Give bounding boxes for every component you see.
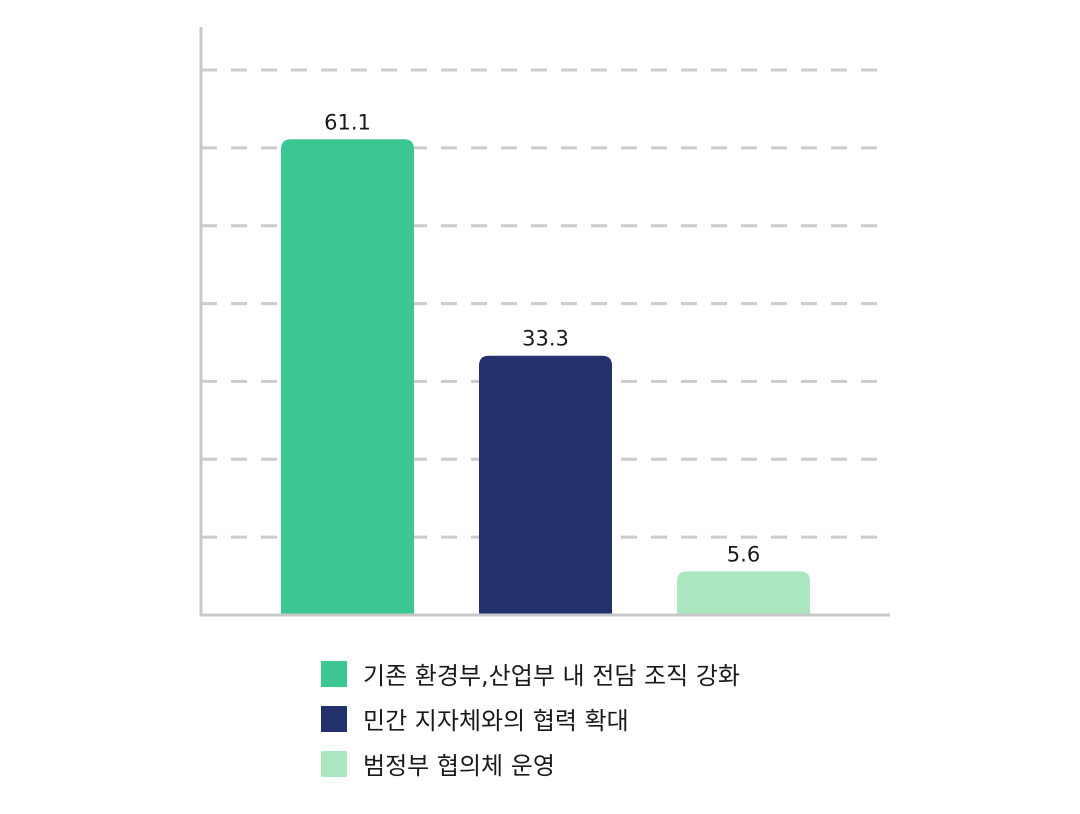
legend-item: 기존 환경부,산업부 내 전담 조직 강화 [321, 651, 740, 696]
data-label: 33.3 [522, 327, 569, 351]
bar [281, 139, 414, 616]
legend: 기존 환경부,산업부 내 전담 조직 강화 민간 지자체와의 협력 확대 범정부… [321, 651, 740, 786]
legend-item: 범정부 협의체 운영 [321, 741, 740, 786]
data-label: 61.1 [324, 110, 371, 134]
legend-label: 범정부 협의체 운영 [363, 752, 555, 780]
legend-swatch [321, 660, 347, 687]
bar [677, 571, 810, 615]
legend-swatch [321, 750, 347, 777]
legend-label: 민간 지자체와의 협력 확대 [363, 707, 629, 735]
legend-label: 기존 환경부,산업부 내 전담 조직 강화 [363, 662, 740, 690]
data-label: 5.6 [727, 542, 760, 566]
legend-item: 민간 지자체와의 협력 확대 [321, 696, 740, 741]
legend-swatch [321, 705, 347, 732]
bar [479, 355, 612, 615]
